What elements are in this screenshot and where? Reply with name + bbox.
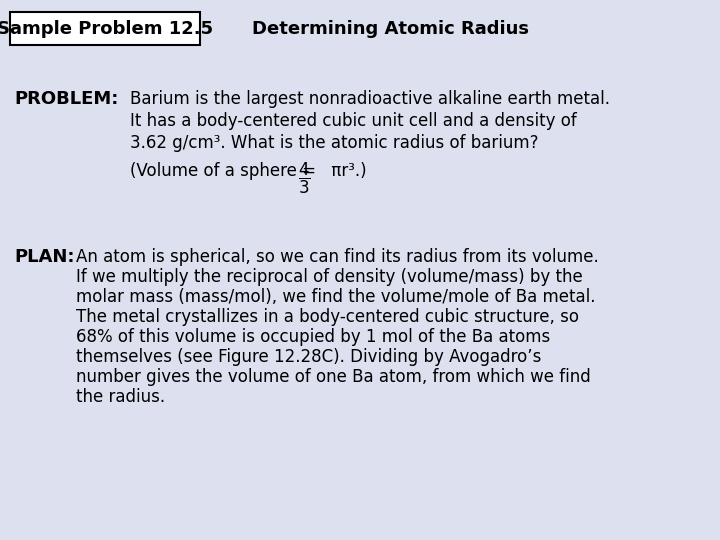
Text: If we multiply the reciprocal of density (volume/mass) by the: If we multiply the reciprocal of density…: [76, 268, 582, 286]
Text: PLAN:: PLAN:: [14, 248, 74, 266]
Text: PROBLEM:: PROBLEM:: [14, 90, 118, 108]
Text: Determining Atomic Radius: Determining Atomic Radius: [251, 19, 528, 37]
Text: The metal crystallizes in a body-centered cubic structure, so: The metal crystallizes in a body-centere…: [76, 308, 579, 326]
Text: molar mass (mass/mol), we find the volume/mole of Ba metal.: molar mass (mass/mol), we find the volum…: [76, 288, 595, 306]
Text: (Volume of a sphere =: (Volume of a sphere =: [130, 162, 321, 180]
Text: themselves (see Figure 12.28C). Dividing by Avogadro’s: themselves (see Figure 12.28C). Dividing…: [76, 348, 541, 366]
Text: Sample Problem 12.5: Sample Problem 12.5: [0, 19, 213, 37]
Text: Barium is the largest nonradioactive alkaline earth metal.: Barium is the largest nonradioactive alk…: [130, 90, 610, 108]
Text: πr³.): πr³.): [326, 162, 366, 180]
Text: An atom is spherical, so we can find its radius from its volume.: An atom is spherical, so we can find its…: [76, 248, 599, 266]
Text: 68% of this volume is occupied by 1 mol of the Ba atoms: 68% of this volume is occupied by 1 mol …: [76, 328, 550, 346]
Text: It has a body-centered cubic unit cell and a density of: It has a body-centered cubic unit cell a…: [130, 112, 577, 130]
Text: the radius.: the radius.: [76, 388, 165, 406]
Text: number gives the volume of one Ba atom, from which we find: number gives the volume of one Ba atom, …: [76, 368, 590, 386]
Text: $\dfrac{4}{3}$: $\dfrac{4}{3}$: [298, 161, 310, 196]
FancyBboxPatch shape: [10, 12, 200, 45]
Text: 3.62 g/cm³. What is the atomic radius of barium?: 3.62 g/cm³. What is the atomic radius of…: [130, 134, 539, 152]
